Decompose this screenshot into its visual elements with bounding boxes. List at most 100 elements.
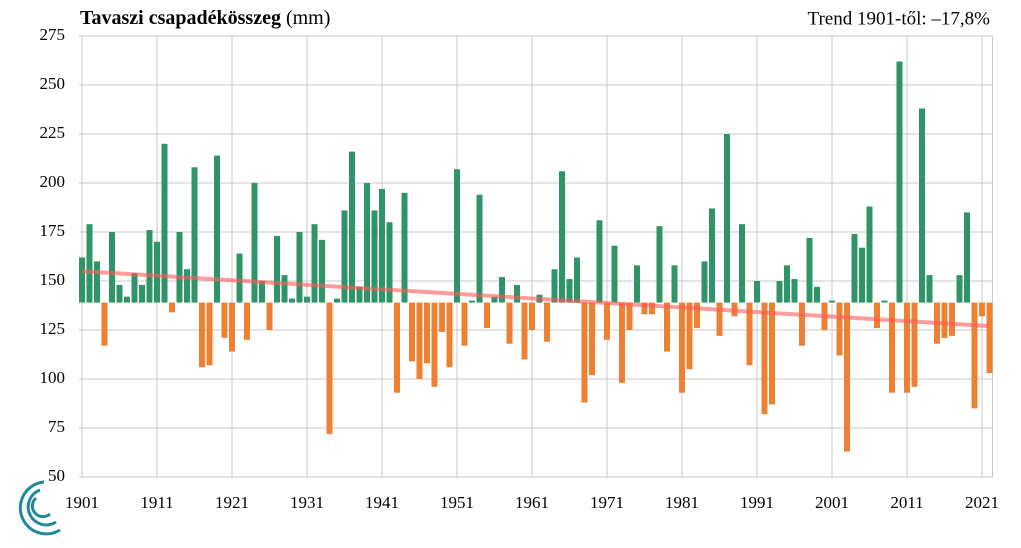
title-unit: (mm) [286, 7, 330, 29]
x-tick-label: 1991 [740, 493, 774, 512]
bar [761, 302, 768, 415]
bar [364, 183, 370, 303]
bar [851, 233, 858, 303]
bar [664, 302, 670, 352]
bar [169, 302, 175, 313]
bar [784, 265, 790, 303]
bar [521, 302, 528, 360]
y-tick-label: 250 [40, 74, 66, 93]
bar [746, 302, 753, 366]
bar [964, 212, 970, 303]
bar [214, 155, 220, 303]
bar [319, 239, 325, 303]
bar [949, 302, 955, 336]
bar [139, 284, 145, 303]
y-tick-label: 125 [40, 319, 66, 338]
bar [199, 302, 205, 368]
bar [469, 300, 475, 303]
bar [604, 302, 610, 340]
bar [529, 302, 535, 330]
bar [94, 261, 100, 303]
bar [791, 279, 798, 303]
bar [236, 253, 243, 303]
y-tick-label: 150 [40, 270, 66, 289]
bar [799, 302, 805, 346]
bar [596, 220, 603, 303]
bar [334, 298, 340, 303]
bar [611, 245, 618, 303]
x-tick-label: 1951 [440, 493, 474, 512]
bar [206, 302, 213, 366]
trend-line [81, 269, 990, 329]
y-tick-label: 175 [40, 221, 66, 240]
bar [919, 108, 925, 303]
y-tick-label: 50 [48, 466, 65, 485]
bar [439, 302, 445, 332]
bar [896, 61, 903, 303]
bar [461, 302, 468, 346]
bar [836, 302, 843, 356]
bar [401, 192, 408, 303]
bar [154, 241, 160, 303]
x-tick-label: 1981 [665, 493, 699, 512]
bar [289, 298, 295, 303]
logo [18, 480, 61, 536]
x-tick-label: 2011 [890, 493, 923, 512]
bar [641, 302, 648, 315]
bar [371, 210, 378, 303]
bar [184, 269, 190, 303]
x-tick-label: 1901 [65, 493, 99, 512]
bar [131, 273, 138, 303]
bar [686, 302, 693, 370]
bar [589, 302, 595, 376]
bar [86, 224, 93, 303]
x-tick-label: 2021 [965, 493, 999, 512]
bar [649, 302, 655, 315]
bar [911, 302, 918, 387]
x-tick-label: 1971 [590, 493, 624, 512]
bar [304, 296, 310, 303]
bar [814, 286, 820, 303]
bar [724, 134, 730, 303]
x-tick-label: 1931 [290, 493, 324, 512]
bar [926, 275, 933, 303]
bar [259, 281, 265, 303]
bar [109, 232, 115, 303]
y-tick-label: 275 [40, 25, 66, 44]
bar [491, 296, 498, 303]
bar [679, 302, 685, 393]
bar [356, 286, 363, 303]
bar [311, 224, 318, 303]
bar [971, 302, 978, 409]
bar [484, 302, 490, 329]
bar [574, 257, 580, 303]
bar [379, 188, 385, 303]
bar [161, 143, 168, 303]
y-tick-label: 100 [40, 368, 66, 387]
bar [506, 302, 513, 344]
x-tick-label: 1961 [515, 493, 549, 512]
bar [956, 275, 963, 303]
bar [889, 302, 895, 393]
bar [191, 167, 198, 303]
bar [341, 210, 348, 303]
bar [244, 302, 250, 340]
bar [619, 302, 625, 383]
bar [716, 302, 723, 336]
bar [859, 247, 865, 303]
bar [701, 261, 708, 303]
bar [566, 279, 573, 303]
bar [476, 194, 483, 303]
bar [454, 169, 460, 303]
bar [446, 302, 453, 368]
bar [551, 269, 558, 303]
bar [274, 235, 280, 303]
bar [101, 302, 108, 346]
y-tick-label: 200 [40, 172, 66, 191]
y-tick-label: 225 [40, 123, 66, 142]
bar [941, 302, 948, 338]
bar [221, 302, 228, 338]
bar [146, 230, 153, 303]
bar [559, 171, 565, 303]
